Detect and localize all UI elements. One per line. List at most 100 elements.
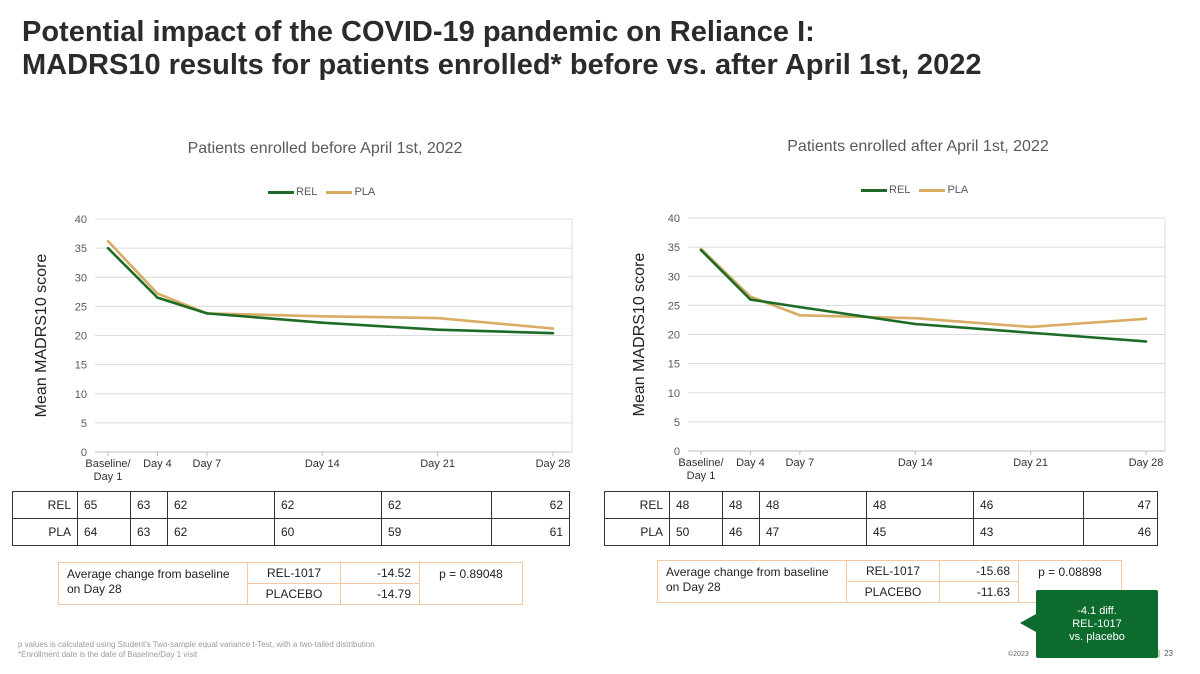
table-row: PLA 64 63 62 60 59 61 (12, 518, 570, 546)
pla-value: -14.79 (340, 583, 420, 605)
avg-change-table: Average change from baseline on Day 28 R… (657, 560, 1122, 603)
legend-item-rel: REL (861, 184, 910, 196)
y-tick-label: 35 (75, 243, 87, 255)
avg-change-label: Average change from baseline on Day 28 (58, 562, 248, 605)
chart-title: Patients enrolled before April 1st, 2022 (187, 140, 463, 157)
difference-callout: -4.1 diff. REL-1017 vs. placebo (1020, 590, 1158, 658)
data-point-rel (156, 296, 159, 299)
table-cell: 48 (669, 491, 723, 519)
x-tick-label: Day 21 (1013, 457, 1048, 469)
row-label: PLA (604, 518, 670, 546)
data-point-pla (798, 313, 802, 317)
y-tick-label: 5 (81, 418, 87, 430)
page-title: Potential impact of the COVID-19 pandemi… (22, 16, 981, 82)
pla-name: PLACEBO (247, 583, 341, 605)
x-tick-label: Day 14 (898, 457, 933, 469)
right-panel: Patients enrolled after April 1st, 2022 … (593, 0, 1193, 674)
table-cell: 65 (77, 491, 131, 519)
rel-name: REL-1017 (846, 560, 940, 582)
data-point-rel (436, 328, 439, 331)
table-cell: 63 (130, 491, 168, 519)
legend-item-rel: REL (268, 186, 317, 198)
legend-swatch-rel (268, 190, 294, 194)
legend-label-pla: PLA (354, 186, 376, 198)
table-cell: 62 (381, 491, 492, 519)
series-line-rel (700, 249, 1147, 343)
divider: | (1158, 649, 1161, 658)
line-chart: 0 5 10 15 20 25 30 35 40 Baseline/Day 1 Day 4 Day 7… (631, 213, 1166, 482)
y-tick-label: 35 (668, 242, 680, 254)
x-tick-label: Day 7 (786, 457, 815, 469)
x-tick-label: Day 4 (143, 458, 172, 470)
table-cell: 46 (973, 491, 1084, 519)
series-line-pla (700, 247, 1147, 329)
y-tick-label: 20 (75, 331, 87, 343)
y-tick-label: 30 (668, 271, 680, 283)
chart-legend: REL PLA (861, 184, 974, 196)
table-cell: 63 (130, 518, 168, 546)
data-point-pla (1144, 317, 1148, 321)
page-number-value: 23 (1164, 649, 1173, 658)
y-tick-label: 30 (75, 272, 87, 284)
y-tick-label: 10 (75, 389, 87, 401)
table-cell: 48 (759, 491, 867, 519)
footnote-line2: *Enrollment date is the date of Baseline… (18, 650, 198, 659)
pla-name: PLACEBO (846, 581, 940, 603)
table-cell: 62 (167, 491, 275, 519)
rel-name: REL-1017 (247, 562, 341, 584)
table-row: REL 48 48 48 48 46 47 (604, 491, 1158, 519)
x-tick-label: Day 7 (193, 458, 222, 470)
data-point-pla (320, 314, 324, 318)
y-tick-label: 5 (674, 417, 680, 429)
legend-swatch-pla (326, 190, 353, 194)
x-tick-label: Day 28 (1129, 457, 1164, 469)
counts-table: REL 65 63 62 62 62 62 PLA 64 63 62 60 59… (12, 491, 570, 546)
p-value: p = 0.89048 (419, 562, 523, 605)
y-tick-label: 0 (81, 447, 87, 459)
counts-table: REL 48 48 48 48 46 47 PLA 50 46 47 45 43… (604, 491, 1158, 546)
footnote-line1: p values is calculated using Student's T… (18, 640, 375, 649)
left-panel: Patients enrolled before April 1st, 2022… (12, 140, 573, 605)
x-tick-label: Baseline/Day 1 (678, 457, 724, 482)
legend-swatch-rel (861, 188, 887, 192)
table-cell: 62 (491, 491, 570, 519)
table-cell: 62 (167, 518, 275, 546)
rel-value: -14.52 (340, 562, 420, 584)
y-tick-label: 20 (668, 330, 680, 342)
table-row: PLA 50 46 47 45 43 46 (604, 518, 1158, 546)
table-cell: 47 (759, 518, 867, 546)
data-point-rel (699, 248, 703, 252)
copyright: ©2023 (1008, 651, 1029, 658)
x-tick-label: Day 21 (420, 458, 455, 470)
table-cell: 48 (866, 491, 974, 519)
data-point-rel (551, 331, 555, 335)
table-cell: 45 (866, 518, 974, 546)
table-cell: 61 (491, 518, 570, 546)
data-point-rel (1144, 340, 1148, 343)
page-title-line2: MADRS10 results for patients enrolled* b… (22, 49, 982, 81)
y-tick-label: 0 (674, 446, 680, 458)
callout-line1: -4.1 diff. (1077, 605, 1117, 617)
series-line-rel (107, 247, 554, 335)
data-point-rel (106, 246, 110, 250)
line-chart: 0 5 10 15 20 25 30 35 40 Baseline/Day 1 Day 4 Day 7… (33, 214, 573, 483)
avg-change-label: Average change from baseline on Day 28 (657, 560, 847, 603)
y-axis-label: Mean MADRS10 score (33, 254, 50, 418)
page-number: | 23 (1158, 649, 1173, 658)
rel-value: -15.68 (939, 560, 1019, 582)
footnote: p values is calculated using Student's T… (18, 640, 375, 660)
x-tick-label: Day 4 (736, 457, 765, 469)
table-cell: 46 (1083, 518, 1158, 546)
y-tick-label: 10 (668, 388, 680, 400)
pla-value: -11.63 (939, 581, 1019, 603)
callout-arrow (1020, 614, 1036, 632)
data-point-rel (913, 322, 917, 326)
callout-line3: vs. placebo (1069, 631, 1125, 643)
row-label: PLA (12, 518, 78, 546)
legend-label-pla: PLA (947, 184, 969, 196)
legend-item-pla: PLA (919, 184, 968, 196)
data-point-pla (436, 316, 439, 320)
table-cell: 46 (722, 518, 760, 546)
legend-label-rel: REL (296, 186, 318, 198)
y-tick-label: 15 (75, 360, 87, 372)
